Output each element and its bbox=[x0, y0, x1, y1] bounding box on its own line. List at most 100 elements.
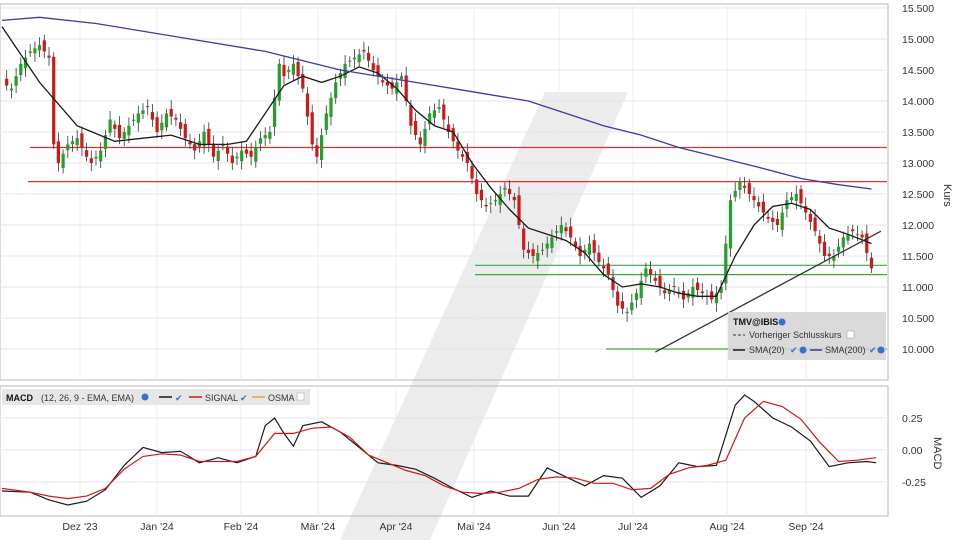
candle-body bbox=[700, 291, 704, 294]
candle-body bbox=[437, 107, 441, 109]
macd-tick-label: 0.25 bbox=[902, 413, 923, 425]
candle-body bbox=[456, 141, 460, 151]
prev-close-checkbox[interactable] bbox=[846, 330, 855, 339]
candle-body bbox=[790, 197, 794, 201]
candle-body bbox=[19, 63, 23, 76]
candle-body bbox=[559, 225, 563, 234]
candle-body bbox=[216, 150, 220, 162]
candle-body bbox=[827, 253, 831, 256]
macd-axis-title: MACD bbox=[931, 437, 943, 469]
candle-body bbox=[348, 60, 352, 62]
candle-body bbox=[230, 155, 234, 163]
candle-body bbox=[52, 56, 56, 145]
check-icon[interactable]: ✔ bbox=[869, 345, 877, 355]
candle-body bbox=[240, 150, 244, 162]
candle-body bbox=[179, 122, 183, 129]
candle-body bbox=[305, 93, 310, 117]
candle-body bbox=[291, 63, 295, 75]
check-icon[interactable]: ✔ bbox=[240, 393, 248, 403]
candle-body bbox=[99, 150, 103, 162]
candle-body bbox=[376, 65, 380, 77]
candle-body bbox=[677, 291, 681, 294]
price-tick-label: 15.500 bbox=[902, 3, 934, 15]
legend-signal: SIGNAL bbox=[205, 393, 238, 403]
overlay-lines bbox=[1, 16, 872, 297]
candle-body bbox=[352, 57, 357, 60]
candle-body bbox=[667, 290, 671, 294]
candle-body bbox=[550, 237, 554, 248]
candle-body bbox=[56, 141, 60, 163]
check-icon[interactable]: ✔ bbox=[790, 345, 798, 355]
info-icon[interactable] bbox=[799, 346, 807, 354]
x-tick-label: Dez '23 bbox=[62, 521, 97, 533]
candle-body bbox=[710, 291, 714, 300]
price-tick-label: 11.500 bbox=[902, 251, 933, 263]
candle-body bbox=[775, 218, 780, 225]
candle-body bbox=[583, 249, 587, 253]
candle-body bbox=[479, 189, 483, 201]
candle-body bbox=[160, 122, 164, 131]
candle-body bbox=[226, 146, 230, 154]
macd-legend: MACD (12, 26, 9 - EMA, EMA) ✔ SIGNAL ✔ O… bbox=[2, 389, 310, 405]
candle-body bbox=[399, 76, 404, 80]
osma-checkbox[interactable] bbox=[296, 392, 305, 401]
candle-body bbox=[517, 195, 521, 225]
info-icon[interactable] bbox=[877, 346, 885, 354]
candle-body bbox=[150, 112, 154, 120]
candle-body bbox=[258, 138, 263, 144]
candle-body bbox=[714, 293, 718, 304]
candle-body bbox=[611, 277, 615, 291]
candle-body bbox=[188, 142, 192, 145]
candle-body bbox=[287, 70, 291, 72]
candle-body bbox=[320, 135, 324, 160]
candle-body bbox=[423, 128, 427, 147]
candle-body bbox=[508, 188, 512, 194]
price-tick-label: 14.000 bbox=[902, 96, 934, 108]
candle-body bbox=[634, 293, 639, 301]
candle-body bbox=[724, 243, 728, 284]
x-tick-label: Jul '24 bbox=[618, 521, 648, 533]
check-icon[interactable]: ✔ bbox=[175, 393, 183, 403]
price-tick-label: 10.000 bbox=[902, 344, 934, 356]
price-tick-label: 15.000 bbox=[902, 34, 934, 46]
candle-body bbox=[183, 124, 187, 139]
candle-body bbox=[85, 150, 89, 157]
price-tick-label: 12.000 bbox=[902, 220, 934, 232]
candle-body bbox=[503, 187, 507, 190]
candle-body bbox=[418, 137, 422, 145]
candle-body bbox=[865, 233, 869, 253]
candle-body bbox=[799, 189, 803, 204]
watermark-logo bbox=[340, 92, 628, 540]
candle-body bbox=[324, 113, 328, 131]
info-icon[interactable] bbox=[778, 318, 786, 326]
candle-body bbox=[470, 166, 474, 179]
candle-body bbox=[371, 63, 375, 70]
candle-body bbox=[738, 181, 742, 190]
candle-body bbox=[14, 76, 18, 86]
candle-body bbox=[28, 51, 32, 53]
candle-body bbox=[357, 54, 361, 63]
candle-body bbox=[743, 185, 747, 188]
x-tick-label: Apr '24 bbox=[380, 521, 413, 533]
candle-body bbox=[841, 237, 845, 248]
macd-panel-frame bbox=[0, 385, 889, 517]
macd-lines bbox=[1, 394, 877, 506]
info-icon[interactable] bbox=[141, 393, 149, 401]
macd-series-macd bbox=[1, 394, 877, 506]
candle-body bbox=[569, 226, 573, 238]
candle-body bbox=[545, 243, 549, 249]
candle-body bbox=[207, 128, 211, 145]
macd-tick-label: 0.00 bbox=[902, 445, 923, 457]
legend-osma: OSMA bbox=[268, 393, 295, 403]
legend-sma20: SMA(20) bbox=[749, 345, 785, 355]
candle-body bbox=[804, 206, 808, 213]
candle-body bbox=[587, 243, 592, 255]
candle-body bbox=[432, 110, 436, 118]
candle-body bbox=[771, 217, 775, 222]
candle-body bbox=[757, 202, 761, 207]
candle-body bbox=[254, 147, 258, 162]
candle-body bbox=[592, 240, 596, 253]
candle-body bbox=[489, 203, 493, 205]
candle-body bbox=[132, 119, 136, 121]
candle-body bbox=[268, 132, 272, 139]
